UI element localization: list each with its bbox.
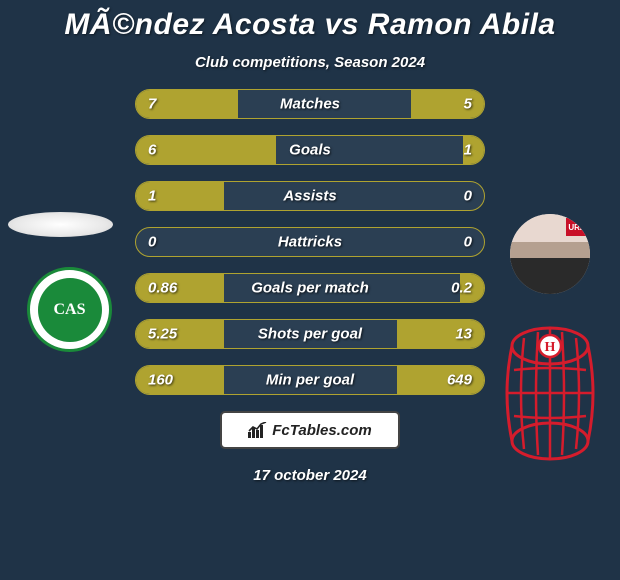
stat-row: 1 0 Assists xyxy=(135,181,485,211)
club-crest-left: CAS xyxy=(27,267,112,352)
value-left: 0 xyxy=(148,234,156,251)
value-right: 649 xyxy=(447,372,472,389)
bar-right xyxy=(411,90,485,118)
value-left: 1 xyxy=(148,188,156,205)
stat-row: 0 0 Hattricks xyxy=(135,227,485,257)
player-right-avatar: URA xyxy=(510,214,590,294)
stat-row: 7 5 Matches xyxy=(135,89,485,119)
svg-text:H: H xyxy=(545,340,556,355)
value-right: 0 xyxy=(464,188,472,205)
stat-label: Shots per goal xyxy=(258,326,362,343)
club-crest-right: H xyxy=(500,326,600,461)
page-title: MÃ©ndez Acosta vs Ramon Abila xyxy=(0,8,620,42)
value-right: 13 xyxy=(455,326,472,343)
stat-label: Min per goal xyxy=(266,372,354,389)
value-right: 5 xyxy=(464,96,472,113)
stat-row: 0.86 0.2 Goals per match xyxy=(135,273,485,303)
stat-row: 5.25 13 Shots per goal xyxy=(135,319,485,349)
footer-brand-text: FcTables.com xyxy=(272,422,371,439)
value-left: 160 xyxy=(148,372,173,389)
value-left: 7 xyxy=(148,96,156,113)
subtitle: Club competitions, Season 2024 xyxy=(0,54,620,71)
comparison-infographic: MÃ©ndez Acosta vs Ramon Abila Club compe… xyxy=(0,0,620,580)
value-left: 5.25 xyxy=(148,326,177,343)
stats-area: URA CAS H 75Matc xyxy=(0,89,620,395)
stat-label: Hattricks xyxy=(278,234,342,251)
player-left-avatar xyxy=(8,212,113,237)
stat-label: Matches xyxy=(280,96,340,113)
club-crest-left-text: CAS xyxy=(38,278,102,342)
avatar-right-flag: URA xyxy=(566,218,588,236)
fctables-icon xyxy=(248,422,268,438)
stat-label: Assists xyxy=(283,188,336,205)
value-right: 0 xyxy=(464,234,472,251)
footer-brand-box: FcTables.com xyxy=(220,411,400,449)
value-left: 6 xyxy=(148,142,156,159)
club-crest-right-svg: H xyxy=(500,326,600,461)
value-right: 0.2 xyxy=(451,280,472,297)
value-right: 1 xyxy=(464,142,472,159)
stat-row: 160 649 Min per goal xyxy=(135,365,485,395)
bar-left xyxy=(136,136,276,164)
stat-rows: 7 5 Matches 6 1 Goals 1 0 Assists 0 0 Hattricks 0.86… xyxy=(135,89,485,395)
stat-row: 6 1 Goals xyxy=(135,135,485,165)
footer-date: 17 october 2024 xyxy=(0,467,620,484)
stat-label: Goals per match xyxy=(251,280,369,297)
stat-label: Goals xyxy=(289,142,331,159)
value-left: 0.86 xyxy=(148,280,177,297)
avatar-right-photo: URA xyxy=(510,214,590,294)
